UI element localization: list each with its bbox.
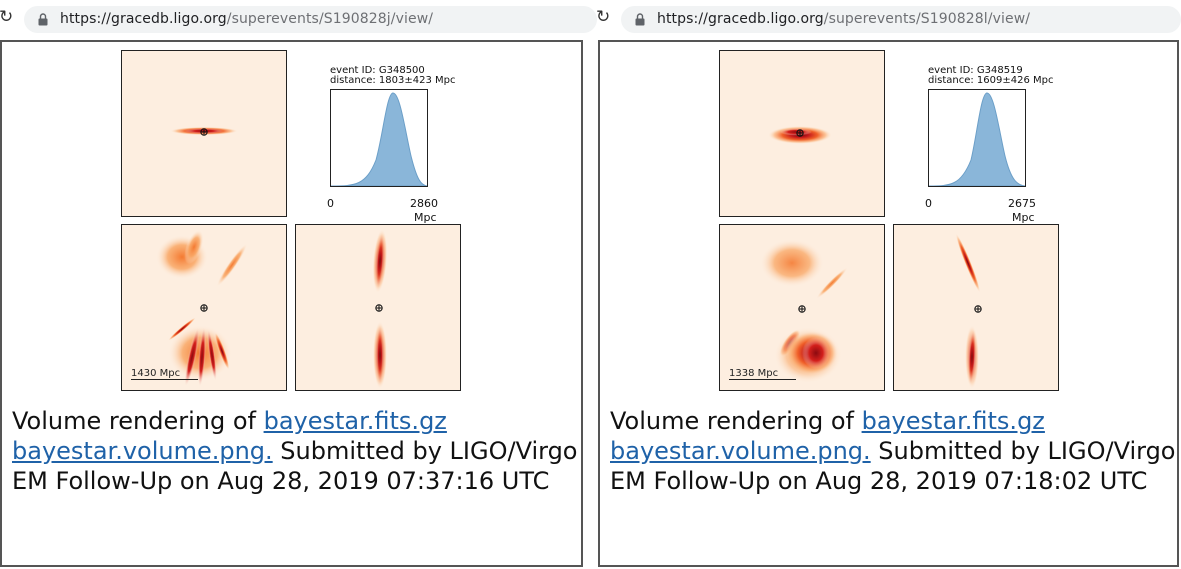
distance-value: distance: 1803±423 Mpc — [330, 75, 456, 86]
axis-max: 2860 — [410, 197, 438, 210]
projection-xz: 1338 Mpc — [719, 224, 885, 391]
projection-xy — [121, 50, 287, 217]
volume-rendering-figure: event ID: G348500 distance: 1803±423 Mpc… — [114, 48, 478, 404]
png-file-link[interactable]: bayestar.volume.png. — [12, 437, 273, 465]
url-field[interactable]: https://gracedb.ligo.org/superevents/S19… — [621, 6, 1181, 33]
address-bar: ↻ https://gracedb.ligo.org/superevents/S… — [0, 0, 597, 40]
projection-yz — [295, 224, 461, 391]
axis-unit: Mpc — [1012, 211, 1035, 224]
event-id: event ID: G348500 — [330, 65, 425, 76]
projection-xy — [719, 50, 885, 217]
origin-marker-icon — [200, 128, 208, 136]
projection-yz — [893, 224, 1059, 391]
origin-marker-icon — [798, 305, 806, 313]
origin-marker-icon — [796, 129, 804, 137]
reload-icon[interactable]: ↻ — [596, 7, 611, 27]
scale-bar-label: 1338 Mpc — [729, 368, 797, 380]
distance-posterior: event ID: G348519 distance: 1609±426 Mpc… — [922, 66, 1054, 225]
volume-rendering-figure: event ID: G348519 distance: 1609±426 Mpc… — [712, 48, 1076, 404]
axis-max: 2675 — [1008, 197, 1036, 210]
caption: Volume rendering of bayestar.fits.gz baye… — [12, 407, 578, 495]
origin-marker-icon — [974, 305, 982, 313]
axis-min: 0 — [327, 197, 334, 210]
scale-bar-label: 1430 Mpc — [131, 368, 199, 380]
distance-plot — [928, 89, 1026, 187]
url-field[interactable]: https://gracedb.ligo.org/superevents/S19… — [24, 6, 597, 33]
content-frame: event ID: G348519 distance: 1609±426 Mpc… — [598, 40, 1179, 567]
lock-icon — [635, 13, 645, 26]
axis-min: 0 — [925, 197, 932, 210]
distance-value: distance: 1609±426 Mpc — [928, 75, 1054, 86]
caption: Volume rendering of bayestar.fits.gz baye… — [610, 407, 1176, 495]
browser-pane-right: ↻ https://gracedb.ligo.org/superevents/S… — [596, 0, 1181, 569]
url-text: https://gracedb.ligo.org/superevents/S19… — [657, 11, 1031, 27]
axis-unit: Mpc — [414, 211, 437, 224]
fits-file-link[interactable]: bayestar.fits.gz — [263, 407, 447, 435]
distance-plot — [330, 89, 428, 187]
png-file-link[interactable]: bayestar.volume.png. — [610, 437, 871, 465]
origin-marker-icon — [200, 304, 208, 312]
address-bar: ↻ https://gracedb.ligo.org/superevents/S… — [596, 0, 1181, 40]
content-frame: event ID: G348500 distance: 1803±423 Mpc… — [0, 40, 583, 567]
projection-xz: 1430 Mpc — [121, 224, 287, 391]
origin-marker-icon — [375, 304, 383, 312]
event-id: event ID: G348519 — [928, 65, 1023, 76]
lock-icon — [38, 13, 48, 26]
browser-pane-left: ↻ https://gracedb.ligo.org/superevents/S… — [0, 0, 597, 567]
reload-icon[interactable]: ↻ — [0, 7, 14, 27]
fits-file-link[interactable]: bayestar.fits.gz — [861, 407, 1045, 435]
distance-posterior: event ID: G348500 distance: 1803±423 Mpc… — [324, 66, 456, 225]
url-text: https://gracedb.ligo.org/superevents/S19… — [60, 11, 434, 27]
